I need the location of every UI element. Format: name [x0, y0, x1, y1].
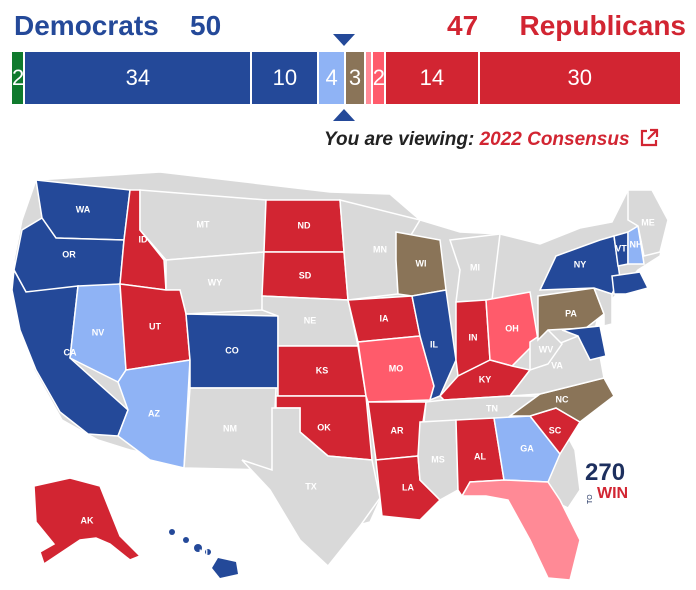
state-label-wy: WY [208, 277, 223, 287]
logo-number: 270 [585, 459, 626, 486]
democrats-label: Democrats [14, 10, 159, 41]
bar-segment: 4 [319, 52, 344, 104]
state-label-al: AL [474, 451, 486, 461]
bar-segment: 10 [252, 52, 318, 104]
state-ak [33, 477, 142, 566]
state-label-or: OR [62, 249, 76, 259]
state-ct-ma [611, 271, 650, 295]
state-label-nv: NV [92, 327, 105, 337]
viewing-prefix: You are viewing: [324, 129, 475, 150]
state-label-pa: PA [565, 308, 577, 318]
state-label-il: IL [430, 339, 439, 349]
state-label-ca: CA [64, 347, 77, 357]
state-label-ut: UT [149, 321, 161, 331]
state-label-tn: TN [486, 403, 498, 413]
state-label-oh: OH [505, 323, 519, 333]
state-label-mi: MI [470, 262, 480, 272]
bar-segment: 2 [12, 52, 24, 104]
state-label-ms: MS [431, 454, 445, 464]
state-label-wv: WV [539, 344, 554, 354]
state-label-ny: NY [574, 259, 587, 269]
state-label-ak: AK [81, 515, 94, 525]
state-label-wi: WI [416, 258, 427, 268]
state-label-ne: NE [304, 315, 317, 325]
state-label-mo: MO [389, 363, 404, 373]
bar-segment: 3 [346, 52, 365, 104]
majority-marker-bottom-icon [333, 109, 355, 121]
state-il [411, 289, 457, 402]
logo-to: TO [587, 494, 594, 504]
state-label-mt: MT [197, 219, 210, 229]
democrats-seat-count: 50 [190, 10, 222, 41]
bar-segment: 2 [372, 52, 385, 104]
state-label-hi: HI [199, 548, 208, 558]
state-tx [241, 407, 381, 568]
state-label-ok: OK [317, 422, 331, 432]
viewing-line: You are viewing: 2022 Consensus [324, 128, 659, 152]
state-label-co: CO [225, 345, 239, 355]
state-label-va: VA [551, 360, 563, 370]
state-hi [169, 529, 238, 578]
state-label-fl: FL [516, 524, 527, 534]
state-label-nc: NC [556, 394, 569, 404]
state-label-az: AZ [148, 408, 160, 418]
external-link-icon[interactable] [639, 128, 659, 148]
senate-map: WA OR CA NV ID MT WY UT AZ CO NM ND SD NE KS OK TX MN IA MO… [0, 160, 696, 590]
state-label-ar: AR [391, 425, 404, 435]
state-labels: WA OR CA NV ID MT WY UT AZ CO NM ND SD NE KS OK TX MN IA MO… [62, 204, 655, 558]
state-label-me: ME [641, 217, 655, 227]
state-md [561, 325, 607, 361]
senate-balance-bar: 2 34 10 4 3 2 14 30 [12, 52, 680, 104]
republicans-seat-count: 47 [447, 10, 479, 41]
state-label-mn: MN [373, 244, 387, 254]
republicans-label: Republicans [519, 10, 686, 41]
bar-segment: 14 [386, 52, 478, 104]
state-label-nh: NH [630, 239, 643, 249]
state-label-id: ID [139, 234, 149, 244]
majority-marker-top-icon [333, 34, 355, 46]
state-me [627, 189, 669, 257]
state-label-vt: VT [615, 243, 627, 253]
state-label-ia: IA [380, 313, 390, 323]
state-oh [485, 291, 539, 367]
bar-segment: 30 [479, 52, 680, 104]
state-label-sd: SD [299, 270, 312, 280]
state-label-tx: TX [305, 481, 317, 491]
state-label-ga: GA [520, 443, 534, 453]
270towin-logo[interactable]: 270 TO WIN [585, 460, 635, 506]
bar-segment [366, 52, 371, 104]
state-label-ks: KS [316, 365, 329, 375]
state-label-la: LA [402, 482, 414, 492]
scoreboard-header: Democrats 50 47 Republicans [0, 0, 696, 50]
state-fl [460, 479, 581, 581]
state-label-ky: KY [479, 374, 492, 384]
state-label-sc: SC [549, 425, 562, 435]
state-label-nm: NM [223, 423, 237, 433]
state-label-in: IN [469, 332, 478, 342]
state-label-nd: ND [298, 220, 311, 230]
bar-segment: 34 [25, 52, 251, 104]
state-label-wa: WA [76, 204, 91, 214]
state-nh [627, 224, 645, 265]
state-az [117, 359, 191, 469]
consensus-map-link[interactable]: 2022 Consensus [479, 129, 630, 150]
logo-win: WIN [597, 485, 629, 502]
